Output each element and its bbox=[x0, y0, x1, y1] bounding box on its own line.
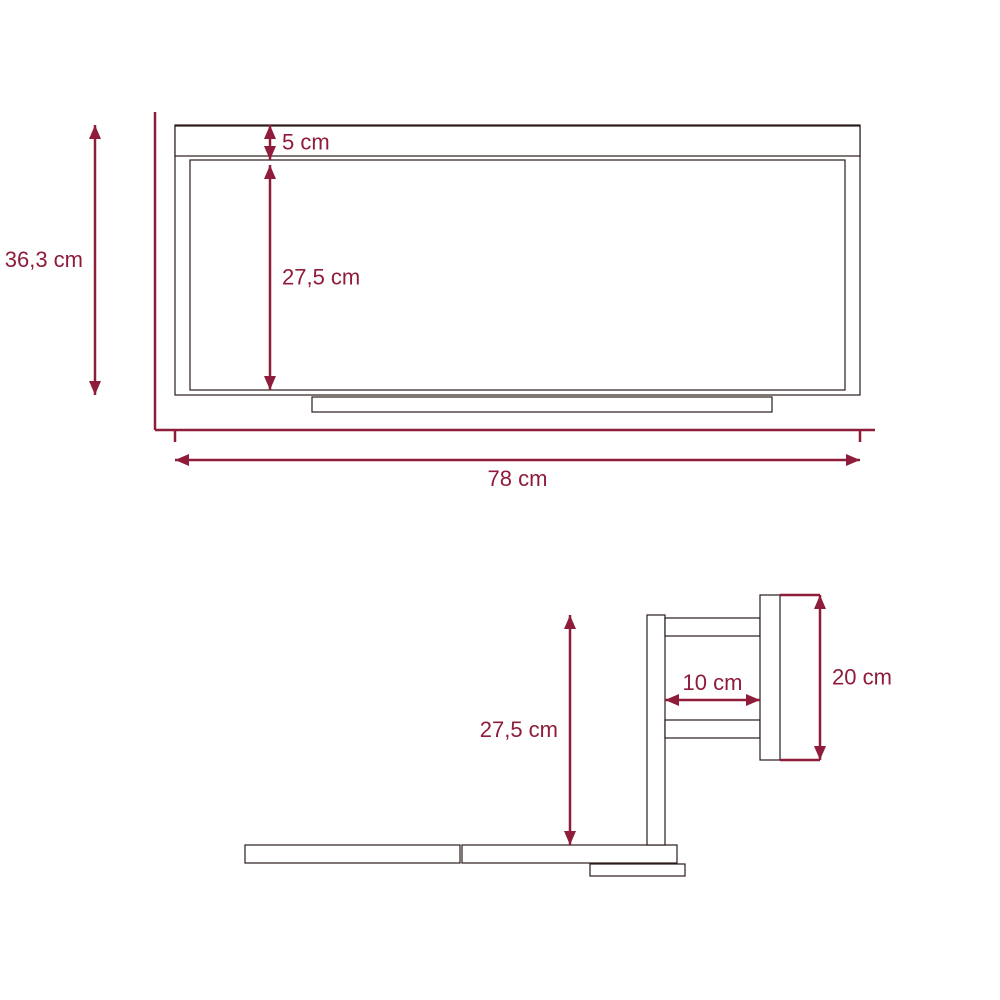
side-arm-bottom bbox=[665, 720, 760, 738]
dim-overall-width-label: 78 cm bbox=[488, 466, 548, 491]
arrowhead-down bbox=[564, 831, 576, 845]
side-foot bbox=[590, 864, 685, 876]
front-base-rect bbox=[312, 397, 772, 412]
technical-drawing: 36,3 cm 5 cm 27,5 cm 78 cm 27,5 cm 20 cm 10 cm bbox=[0, 0, 1000, 1000]
arrowhead-up bbox=[89, 125, 101, 139]
dim-plate-height-label: 20 cm bbox=[832, 665, 892, 690]
arrowhead-down bbox=[89, 381, 101, 395]
dim-post-height-label: 27,5 cm bbox=[480, 717, 558, 742]
side-post bbox=[647, 615, 665, 845]
dim-inner-height-label: 27,5 cm bbox=[282, 265, 360, 290]
side-arm-top bbox=[665, 618, 760, 636]
arrowhead-right bbox=[846, 454, 860, 466]
side-base-right bbox=[462, 845, 677, 863]
arrowhead-left bbox=[665, 694, 679, 706]
dim-arm-width-label: 10 cm bbox=[683, 670, 743, 695]
side-wall-plate bbox=[760, 595, 780, 760]
arrowhead-right bbox=[746, 694, 760, 706]
arrowhead-up bbox=[564, 615, 576, 629]
front-top-panel bbox=[175, 126, 860, 156]
side-base-left bbox=[245, 845, 460, 863]
arrowhead-left bbox=[175, 454, 189, 466]
arrowhead-up bbox=[814, 595, 826, 609]
arrowhead-down bbox=[814, 746, 826, 760]
dim-top-gap-label: 5 cm bbox=[282, 130, 330, 155]
dim-overall-height-label: 36,3 cm bbox=[5, 247, 83, 272]
